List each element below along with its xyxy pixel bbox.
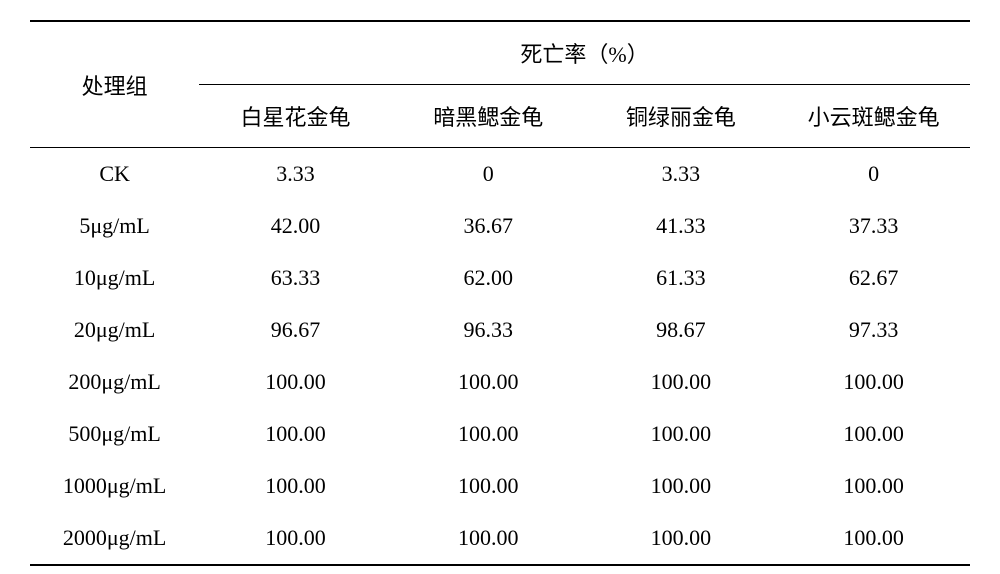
mortality-table: 处理组 死亡率（%） 白星花金龟 暗黑鳃金龟 铜绿丽金龟 小云斑鳃金龟 CK 3… (30, 20, 970, 566)
table-row: 200μg/mL 100.00 100.00 100.00 100.00 (30, 356, 970, 408)
treatment-cell: 500μg/mL (30, 408, 199, 460)
treatment-cell: 10μg/mL (30, 252, 199, 304)
value-cell: 100.00 (777, 408, 970, 460)
value-cell: 42.00 (199, 200, 392, 252)
table-row: 20μg/mL 96.67 96.33 98.67 97.33 (30, 304, 970, 356)
value-cell: 100.00 (585, 356, 778, 408)
table-row: 1000μg/mL 100.00 100.00 100.00 100.00 (30, 460, 970, 512)
value-cell: 100.00 (585, 460, 778, 512)
species-header-2: 暗黑鳃金龟 (392, 85, 585, 148)
treatment-cell: 2000μg/mL (30, 512, 199, 565)
value-cell: 62.00 (392, 252, 585, 304)
species-header-1: 白星花金龟 (199, 85, 392, 148)
treatment-cell: 1000μg/mL (30, 460, 199, 512)
table-row: CK 3.33 0 3.33 0 (30, 148, 970, 201)
value-cell: 100.00 (392, 460, 585, 512)
value-cell: 100.00 (585, 512, 778, 565)
value-cell: 37.33 (777, 200, 970, 252)
treatment-cell: 200μg/mL (30, 356, 199, 408)
value-cell: 100.00 (392, 356, 585, 408)
value-cell: 96.33 (392, 304, 585, 356)
species-header-3: 铜绿丽金龟 (585, 85, 778, 148)
value-cell: 3.33 (585, 148, 778, 201)
value-cell: 41.33 (585, 200, 778, 252)
treatment-cell: CK (30, 148, 199, 201)
value-cell: 63.33 (199, 252, 392, 304)
value-cell: 100.00 (777, 356, 970, 408)
value-cell: 100.00 (199, 356, 392, 408)
value-cell: 97.33 (777, 304, 970, 356)
value-cell: 98.67 (585, 304, 778, 356)
value-cell: 0 (392, 148, 585, 201)
table-row: 5μg/mL 42.00 36.67 41.33 37.33 (30, 200, 970, 252)
value-cell: 100.00 (392, 512, 585, 565)
mortality-header: 死亡率（%） (199, 21, 970, 85)
value-cell: 0 (777, 148, 970, 201)
value-cell: 100.00 (199, 460, 392, 512)
table-row: 2000μg/mL 100.00 100.00 100.00 100.00 (30, 512, 970, 565)
value-cell: 100.00 (199, 408, 392, 460)
table-body: CK 3.33 0 3.33 0 5μg/mL 42.00 36.67 41.3… (30, 148, 970, 566)
species-header-4: 小云斑鳃金龟 (777, 85, 970, 148)
treatment-cell: 5μg/mL (30, 200, 199, 252)
treatment-cell: 20μg/mL (30, 304, 199, 356)
value-cell: 100.00 (392, 408, 585, 460)
value-cell: 62.67 (777, 252, 970, 304)
treatment-header: 处理组 (30, 21, 199, 148)
value-cell: 100.00 (199, 512, 392, 565)
value-cell: 96.67 (199, 304, 392, 356)
table-header-row-1: 处理组 死亡率（%） (30, 21, 970, 85)
table-row: 500μg/mL 100.00 100.00 100.00 100.00 (30, 408, 970, 460)
value-cell: 100.00 (777, 512, 970, 565)
value-cell: 61.33 (585, 252, 778, 304)
value-cell: 3.33 (199, 148, 392, 201)
table-row: 10μg/mL 63.33 62.00 61.33 62.67 (30, 252, 970, 304)
value-cell: 36.67 (392, 200, 585, 252)
value-cell: 100.00 (585, 408, 778, 460)
value-cell: 100.00 (777, 460, 970, 512)
